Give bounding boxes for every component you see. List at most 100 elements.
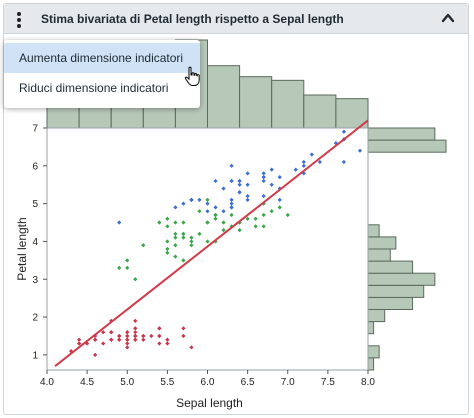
data-point	[141, 243, 146, 248]
data-point	[133, 330, 138, 335]
x-tick-label: 7.5	[321, 377, 335, 388]
data-point	[237, 182, 242, 187]
data-point	[125, 330, 130, 335]
context-menu: Aumenta dimensione indicatori Riduci dim…	[4, 40, 200, 108]
data-point	[245, 182, 250, 187]
data-point	[133, 318, 138, 323]
data-point	[181, 220, 186, 225]
data-point	[173, 231, 178, 236]
x-tick-label: 5.0	[120, 377, 134, 388]
y-histogram-bar	[367, 224, 380, 238]
data-point	[285, 212, 290, 218]
data-point	[221, 220, 226, 225]
y-histogram-bar	[367, 236, 397, 250]
x-axis: 4.0 4.5 5.0 5.5 6.0 6.5 7.0 7.5 8.0	[40, 370, 375, 388]
x-tick-label: 6.5	[241, 377, 255, 388]
data-point	[213, 212, 218, 218]
y-histogram-bar	[367, 272, 436, 286]
data-point	[333, 141, 338, 146]
data-point	[301, 159, 306, 165]
data-point	[141, 333, 146, 339]
data-point	[277, 197, 282, 202]
data-point	[117, 265, 122, 271]
menu-item-increase-marker-size[interactable]: Aumenta dimensione indicatori	[4, 43, 200, 73]
data-point	[157, 326, 162, 331]
data-point	[205, 239, 210, 244]
data-point	[165, 337, 170, 342]
data-point	[205, 197, 210, 202]
data-point	[205, 201, 210, 206]
data-point	[205, 220, 210, 225]
data-point	[165, 216, 170, 221]
data-point	[189, 197, 194, 202]
data-point	[229, 205, 234, 210]
data-point	[253, 224, 258, 229]
fit-line	[54, 119, 369, 368]
y-histogram-bar	[367, 357, 375, 371]
data-point	[213, 216, 218, 221]
data-point	[277, 175, 282, 180]
y-histogram-bar	[367, 309, 386, 323]
data-point	[229, 197, 234, 202]
data-point	[133, 337, 138, 342]
data-point	[357, 148, 363, 153]
x-axis-label: Sepal length	[176, 396, 243, 410]
menu-item-decrease-marker-size[interactable]: Riduci dimensione indicatori	[19, 81, 169, 95]
data-point	[181, 231, 186, 236]
data-point	[189, 345, 194, 350]
data-point	[109, 330, 114, 335]
data-point	[341, 159, 347, 165]
x-histogram-bar	[207, 65, 241, 129]
hand-pointer-icon	[183, 66, 203, 93]
data-point	[301, 163, 306, 168]
data-point	[133, 277, 138, 282]
data-point	[157, 341, 162, 346]
data-point	[117, 337, 122, 342]
data-point	[205, 209, 210, 214]
x-tick-label: 6.0	[201, 377, 215, 388]
data-point	[101, 330, 106, 335]
chevron-up-icon[interactable]	[440, 10, 456, 26]
data-point	[101, 341, 106, 346]
data-point	[221, 186, 226, 191]
data-point	[189, 243, 194, 248]
x-tick-label: 4.0	[40, 377, 54, 388]
y-axis: 1 2 3 4 5 6 7	[32, 124, 47, 361]
y-tick-label: 3	[32, 275, 38, 286]
data-point	[181, 201, 186, 206]
data-point	[309, 152, 314, 157]
x-histogram-bar	[303, 94, 337, 129]
data-point	[93, 352, 98, 357]
data-point	[237, 178, 242, 184]
data-point	[229, 201, 234, 206]
data-point	[253, 216, 258, 221]
data-point	[157, 333, 162, 339]
data-points	[68, 129, 363, 357]
x-tick-label: 7.0	[281, 377, 295, 388]
data-point	[261, 178, 266, 184]
y-tick-label: 2	[32, 313, 38, 324]
data-point	[125, 258, 130, 263]
y-tick-label: 1	[32, 350, 38, 361]
data-point	[141, 337, 146, 342]
data-point	[157, 220, 162, 225]
data-point	[165, 246, 170, 252]
data-point	[261, 212, 266, 218]
data-point	[109, 337, 114, 342]
data-point	[181, 235, 186, 240]
data-point	[213, 178, 218, 184]
x-histogram-bar	[271, 79, 305, 129]
data-point	[221, 227, 226, 233]
x-tick-label: 5.5	[160, 377, 174, 388]
data-point	[293, 167, 298, 172]
y-histogram-bar	[367, 248, 391, 262]
data-point	[173, 220, 178, 225]
kebab-menu-icon[interactable]	[13, 10, 25, 28]
data-point	[245, 216, 250, 221]
data-point	[261, 171, 266, 176]
data-point	[213, 205, 218, 210]
data-point	[165, 341, 170, 346]
data-point	[269, 167, 274, 172]
petal-length-histogram	[367, 127, 447, 371]
y-histogram-bar	[367, 139, 447, 153]
